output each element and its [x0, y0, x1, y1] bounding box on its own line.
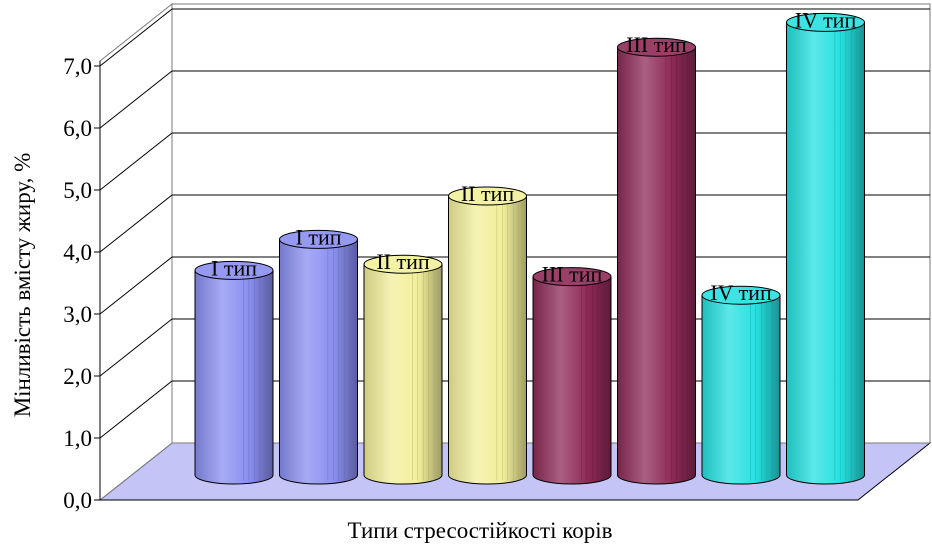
gridline-side: [99, 132, 173, 191]
bar-top: [363, 254, 443, 274]
bar-body: [194, 269, 274, 485]
bar: [617, 37, 696, 485]
y-axis-ticks: 0,0 1,0 2,0 3,0 4,0 5,0 6,0 7,0: [63, 54, 100, 513]
bar-body: [617, 46, 696, 485]
y-tick-label: 5,0: [63, 178, 92, 203]
y-tick-label: 6,0: [63, 116, 92, 141]
bar: [363, 254, 443, 485]
data-label: II тип: [461, 181, 515, 206]
bar-top: [532, 267, 612, 287]
bar-top: [279, 229, 358, 249]
bar-body: [363, 263, 443, 485]
data-label: I тип: [211, 255, 257, 280]
gridline-side: [99, 256, 173, 315]
bar: [701, 285, 781, 485]
y-tick-label: 2,0: [63, 364, 92, 389]
bar: [194, 260, 274, 485]
y-tick-label: 1,0: [63, 426, 92, 451]
bar-body: [701, 294, 781, 485]
bar-body: [279, 238, 358, 485]
data-label: III тип: [542, 262, 603, 287]
bar-top: [786, 12, 865, 32]
gridline-side: [99, 70, 173, 129]
bar-body: [532, 276, 612, 485]
bar-top: [701, 285, 781, 305]
y-axis-title: Мінливість вмісту жиру, %: [10, 153, 35, 418]
y-tick-label: 7,0: [63, 54, 92, 79]
bar-top: [194, 260, 274, 280]
bar-body: [786, 21, 865, 485]
gridline-side: [99, 318, 173, 377]
bar: [448, 186, 527, 485]
bar: [786, 12, 865, 485]
gridline-side: [99, 8, 173, 67]
bar: [532, 267, 612, 485]
bar-labels: I тип I тип II тип II тип III тип III тип IV т…: [211, 7, 856, 305]
data-label: IV тип: [795, 7, 857, 32]
gridline-side: [99, 380, 173, 439]
bars: [194, 12, 865, 485]
bar-body: [448, 195, 527, 485]
data-label: III тип: [626, 32, 687, 57]
bar-top: [617, 37, 696, 57]
side-wall: [99, 2, 173, 502]
bar-top: [448, 186, 527, 206]
y-tick-label: 4,0: [63, 240, 92, 265]
gridline-side: [99, 194, 173, 253]
data-label: IV тип: [710, 280, 772, 305]
data-label: II тип: [376, 249, 430, 274]
bar: [279, 229, 358, 485]
data-label: I тип: [296, 224, 342, 249]
y-tick-label: 3,0: [63, 302, 92, 327]
y-tick-label: 0,0: [63, 488, 92, 513]
x-axis-title: Типи стресостійкості корів: [348, 518, 613, 543]
